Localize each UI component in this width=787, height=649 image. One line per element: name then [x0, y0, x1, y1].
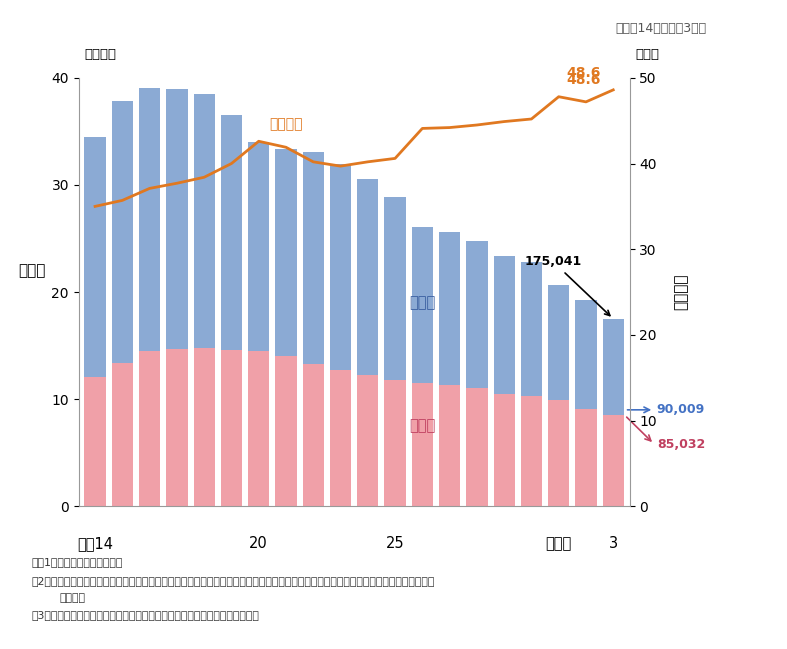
- Text: （万人）: （万人）: [84, 48, 116, 61]
- Bar: [575, 409, 597, 506]
- Bar: [493, 394, 515, 506]
- Y-axis label: 再犯者率: 再犯者率: [674, 274, 689, 310]
- Bar: [548, 284, 569, 400]
- Text: 48.6: 48.6: [567, 66, 601, 80]
- Bar: [139, 88, 161, 351]
- Text: 人　員: 人 員: [18, 263, 46, 278]
- Bar: [603, 319, 624, 415]
- Bar: [412, 227, 433, 383]
- Text: 3　「再犯者率」は、刑法犯検挙人員に占める再犯者の人員の比率をいう。: 3 「再犯者率」は、刑法犯検挙人員に占める再犯者の人員の比率をいう。: [31, 610, 260, 620]
- Text: （％）: （％）: [635, 48, 659, 61]
- Bar: [194, 94, 215, 348]
- Text: （平成14年～令和3年）: （平成14年～令和3年）: [615, 22, 707, 35]
- Bar: [439, 232, 460, 386]
- Bar: [166, 89, 187, 349]
- Bar: [357, 374, 379, 506]
- Bar: [575, 300, 597, 409]
- Bar: [303, 152, 324, 364]
- Bar: [84, 137, 105, 376]
- Bar: [384, 197, 405, 380]
- Bar: [112, 363, 133, 506]
- Bar: [548, 400, 569, 506]
- Bar: [466, 241, 487, 388]
- Text: 85,032: 85,032: [657, 437, 705, 450]
- Bar: [466, 388, 487, 506]
- Text: 175,041: 175,041: [525, 255, 610, 315]
- Bar: [248, 351, 269, 506]
- Bar: [330, 370, 351, 506]
- Bar: [194, 348, 215, 506]
- Text: 90,009: 90,009: [657, 403, 705, 417]
- Bar: [303, 364, 324, 506]
- Bar: [521, 262, 542, 396]
- Text: 20: 20: [249, 536, 268, 551]
- Bar: [493, 256, 515, 394]
- Bar: [357, 178, 379, 374]
- Bar: [84, 376, 105, 506]
- Text: 注、1　警察庁の統計による。: 注、1 警察庁の統計による。: [31, 557, 123, 567]
- Bar: [384, 380, 405, 506]
- Bar: [221, 350, 242, 506]
- Bar: [412, 383, 433, 506]
- Bar: [275, 356, 297, 506]
- Bar: [248, 142, 269, 351]
- Text: 初犯者: 初犯者: [409, 295, 435, 310]
- Text: 25: 25: [386, 536, 405, 551]
- Bar: [221, 116, 242, 350]
- Text: 2　「再犯者」は、刑法犯により検挙された者のうち、前に道路交通法違反を除く犯罪により検挙されたことがあり、再び検挙された者: 2 「再犯者」は、刑法犯により検挙された者のうち、前に道路交通法違反を除く犯罪に…: [31, 576, 435, 586]
- Bar: [139, 351, 161, 506]
- Text: 48.6: 48.6: [567, 73, 601, 86]
- Bar: [603, 415, 624, 506]
- Bar: [112, 101, 133, 363]
- Text: をいう。: をいう。: [59, 593, 85, 603]
- Text: 3: 3: [608, 536, 618, 551]
- Text: 平成14: 平成14: [77, 536, 113, 551]
- Bar: [166, 349, 187, 506]
- Text: 再犯者率: 再犯者率: [269, 117, 303, 131]
- Text: 再犯者: 再犯者: [409, 419, 435, 434]
- Bar: [330, 164, 351, 370]
- Text: 令和元: 令和元: [545, 536, 572, 551]
- Bar: [521, 396, 542, 506]
- Bar: [439, 386, 460, 506]
- Bar: [275, 149, 297, 356]
